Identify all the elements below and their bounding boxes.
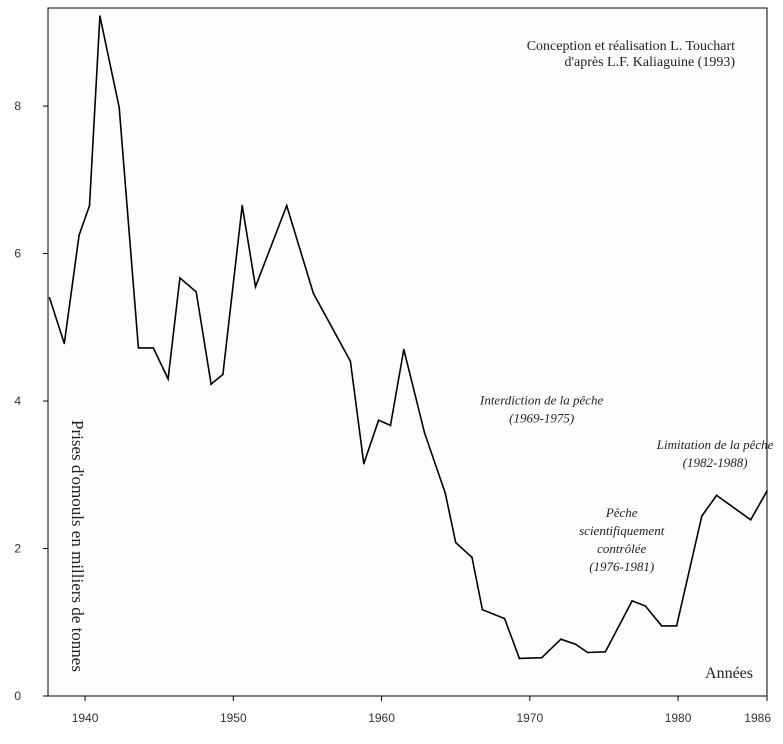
annotation-text: (1982-1988) — [683, 455, 748, 470]
data-point — [78, 234, 80, 236]
data-point — [675, 625, 678, 627]
y-tick-label: 4 — [14, 394, 21, 408]
data-point — [454, 541, 457, 544]
data-point — [363, 462, 365, 465]
x-tick-label: 1950 — [220, 711, 247, 725]
annotation-text: Interdiction de la pêche — [479, 393, 604, 408]
x-axis: 1940 1950 1960 1970 1980 1986 — [72, 696, 771, 725]
y-tick-label: 0 — [14, 689, 21, 703]
data-point — [715, 494, 718, 497]
data-point — [167, 378, 169, 380]
data-point — [137, 347, 140, 349]
data-point — [241, 204, 243, 207]
x-tick-label: 1960 — [368, 711, 395, 725]
data-point — [179, 277, 181, 279]
data-point — [481, 608, 484, 611]
data-point — [88, 204, 91, 207]
data-point — [389, 424, 392, 427]
y-tick-label: 8 — [14, 99, 21, 113]
data-point — [210, 383, 212, 385]
series-line — [48, 15, 768, 660]
data-point — [575, 643, 577, 646]
data-point — [312, 292, 315, 295]
x-tick-label: 1940 — [72, 711, 99, 725]
y-axis: 0 2 4 6 8 — [14, 99, 48, 703]
data-point — [586, 651, 589, 654]
data-point — [560, 638, 562, 640]
credit-line-1: Conception et réalisation L. Touchart — [527, 39, 735, 54]
data-point — [444, 492, 447, 495]
x-tick-label: 1980 — [665, 711, 692, 725]
data-point — [471, 556, 473, 559]
data-point — [377, 419, 380, 422]
data-point — [660, 625, 663, 627]
annotation-text: (1976-1981) — [589, 559, 654, 574]
data-point — [631, 600, 633, 602]
data-point — [63, 342, 66, 345]
y-tick-label: 6 — [14, 247, 21, 261]
credit-line-2: d'après L.F. Kaliaguine (1993) — [564, 55, 735, 70]
data-point — [540, 656, 543, 659]
series-points — [48, 15, 768, 660]
data-point — [749, 519, 752, 521]
y-tick-label: 2 — [14, 542, 21, 556]
data-point — [195, 291, 197, 293]
data-point — [254, 285, 257, 288]
data-point — [222, 373, 224, 376]
annotation-text: Limitation de la pêche — [656, 437, 774, 452]
data-point — [285, 204, 288, 207]
data-point — [48, 297, 51, 299]
annotation-text: scientifiquement — [579, 523, 665, 538]
data-point — [403, 348, 405, 351]
data-point — [152, 347, 155, 349]
annotation-text: contrôlée — [597, 541, 646, 556]
x-tick-label: 1970 — [516, 711, 543, 725]
plot-frame — [47, 7, 768, 697]
data-point — [118, 106, 120, 109]
data-point — [644, 605, 647, 607]
annotations: Interdiction de la pêche (1969-1975) Limit… — [479, 393, 774, 574]
data-point — [701, 515, 703, 517]
data-point — [99, 15, 101, 17]
annotation-text: Pêche — [605, 505, 638, 520]
data-point — [518, 657, 521, 660]
y-axis-label: Prises d'omouls en milliers de tonnes — [68, 420, 87, 672]
data-point — [604, 651, 607, 653]
x-tick-label: 1986 — [744, 711, 771, 725]
data-point — [349, 360, 352, 363]
data-point — [766, 490, 768, 492]
data-point — [503, 617, 506, 620]
x-axis-label: Années — [705, 665, 753, 682]
annotation-text: (1969-1975) — [509, 411, 574, 426]
data-point — [423, 431, 426, 434]
